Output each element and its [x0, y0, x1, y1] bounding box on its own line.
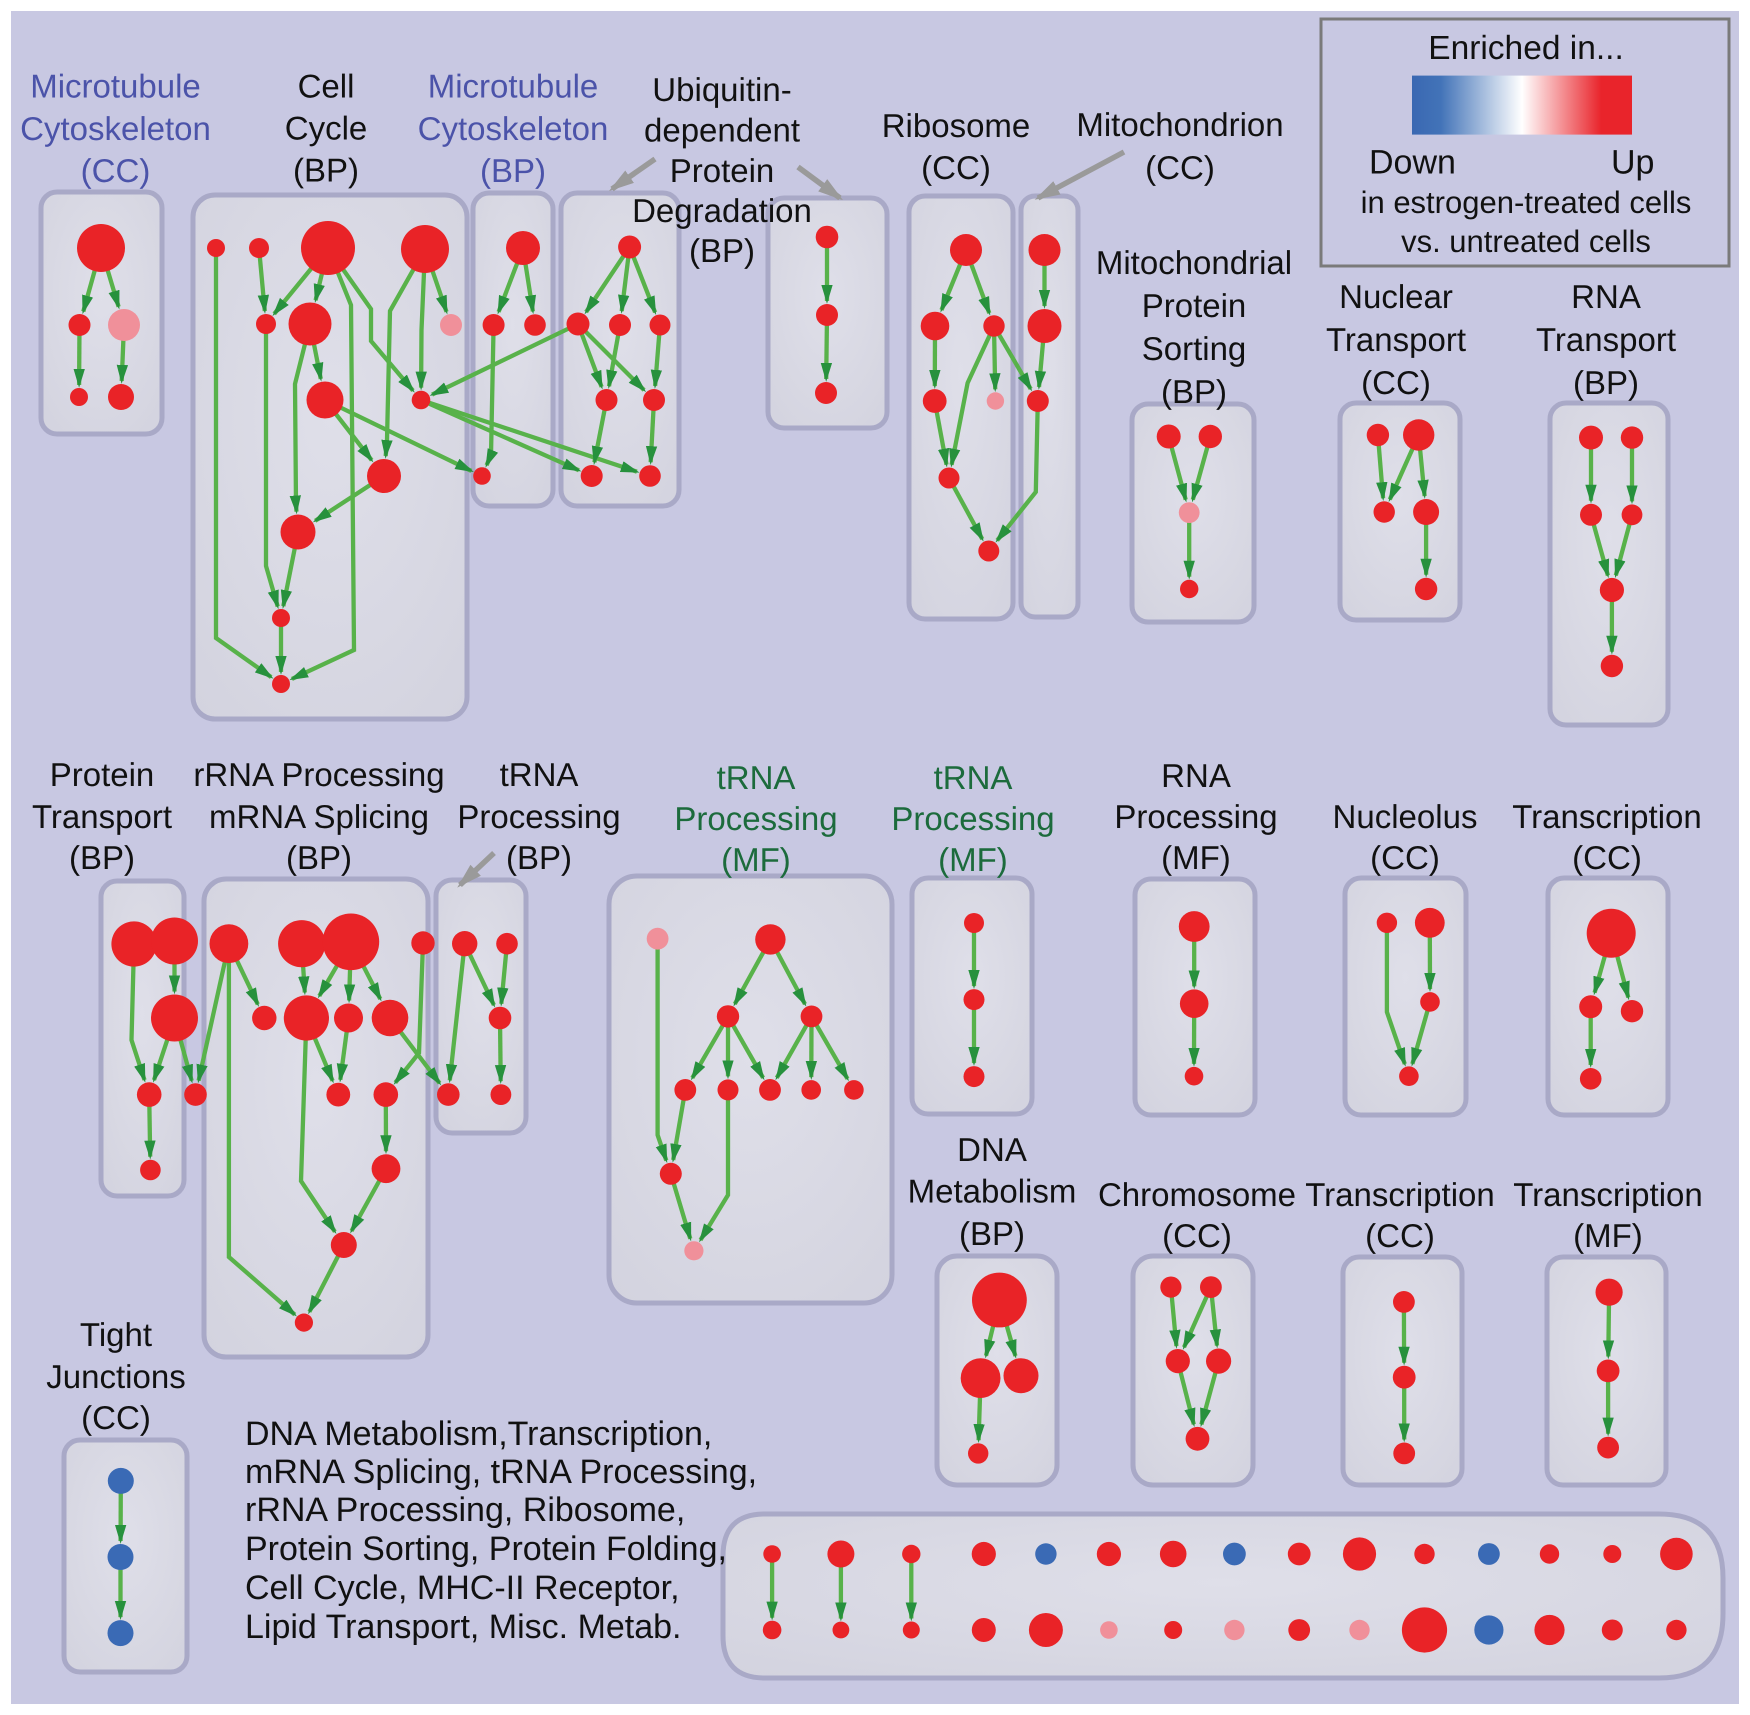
- svg-text:Ubiquitin-: Ubiquitin-: [652, 71, 791, 108]
- svg-text:Transcription: Transcription: [1305, 1176, 1495, 1213]
- svg-text:(CC): (CC): [81, 1399, 151, 1436]
- svg-text:Mitochondrion: Mitochondrion: [1076, 106, 1283, 143]
- svg-text:tRNA: tRNA: [500, 756, 579, 793]
- svg-text:(BP): (BP): [1161, 373, 1227, 410]
- svg-text:(CC): (CC): [1365, 1217, 1435, 1254]
- svg-text:Processing: Processing: [674, 800, 837, 837]
- svg-text:Nucleolus: Nucleolus: [1333, 798, 1478, 835]
- svg-text:Cytoskeleton: Cytoskeleton: [418, 110, 609, 147]
- svg-text:Protein: Protein: [1142, 287, 1247, 324]
- svg-text:Ribosome: Ribosome: [882, 107, 1031, 144]
- svg-text:Cell Cycle, MHC-II Receptor,: Cell Cycle, MHC-II Receptor,: [245, 1569, 680, 1607]
- svg-text:(MF): (MF): [721, 841, 791, 878]
- svg-text:Cytoskeleton: Cytoskeleton: [20, 110, 211, 147]
- svg-text:(CC): (CC): [81, 152, 151, 189]
- svg-text:DNA Metabolism,Transcription,: DNA Metabolism,Transcription,: [245, 1415, 712, 1453]
- svg-text:Processing: Processing: [891, 800, 1054, 837]
- svg-text:DNA: DNA: [957, 1131, 1027, 1168]
- svg-text:RNA: RNA: [1571, 278, 1641, 315]
- svg-text:Transport: Transport: [32, 798, 172, 835]
- svg-text:Protein: Protein: [670, 152, 775, 189]
- svg-text:(CC): (CC): [1572, 839, 1642, 876]
- svg-text:dependent: dependent: [644, 112, 800, 149]
- svg-text:(BP): (BP): [293, 152, 359, 189]
- svg-text:Cell: Cell: [298, 68, 355, 105]
- svg-text:in estrogen-treated cells: in estrogen-treated cells: [1361, 185, 1692, 220]
- svg-text:RNA: RNA: [1161, 757, 1231, 794]
- svg-text:(MF): (MF): [938, 841, 1008, 878]
- svg-text:Nuclear: Nuclear: [1339, 278, 1453, 315]
- svg-text:(BP): (BP): [959, 1215, 1025, 1252]
- svg-text:Mitochondrial: Mitochondrial: [1096, 244, 1292, 281]
- svg-text:Transcription: Transcription: [1512, 798, 1702, 835]
- svg-text:tRNA: tRNA: [717, 759, 796, 796]
- svg-text:(BP): (BP): [69, 839, 135, 876]
- svg-text:Processing: Processing: [457, 798, 620, 835]
- svg-text:Protein Sorting, Protein Foldi: Protein Sorting, Protein Folding,: [245, 1530, 727, 1568]
- svg-text:Enriched in...: Enriched in...: [1428, 30, 1624, 67]
- svg-text:tRNA: tRNA: [934, 759, 1013, 796]
- svg-text:Down: Down: [1369, 143, 1456, 181]
- svg-text:Microtubule: Microtubule: [428, 68, 599, 105]
- svg-text:Cycle: Cycle: [285, 110, 368, 147]
- svg-text:Transport: Transport: [1326, 321, 1466, 358]
- svg-text:rRNA Processing, Ribosome,: rRNA Processing, Ribosome,: [245, 1491, 685, 1529]
- svg-text:(CC): (CC): [1361, 364, 1431, 401]
- svg-text:(BP): (BP): [1573, 364, 1639, 401]
- svg-text:Up: Up: [1611, 143, 1654, 181]
- svg-text:Tight: Tight: [80, 1316, 152, 1353]
- svg-text:(BP): (BP): [506, 839, 572, 876]
- svg-text:(MF): (MF): [1161, 839, 1231, 876]
- svg-text:vs. untreated cells: vs. untreated cells: [1401, 224, 1651, 259]
- svg-text:(CC): (CC): [1370, 839, 1440, 876]
- svg-text:(CC): (CC): [921, 149, 991, 186]
- svg-text:Processing: Processing: [1114, 798, 1277, 835]
- svg-text:Transcription: Transcription: [1513, 1176, 1703, 1213]
- svg-text:mRNA Splicing, tRNA Processing: mRNA Splicing, tRNA Processing,: [245, 1453, 757, 1491]
- svg-text:Sorting: Sorting: [1142, 330, 1247, 367]
- svg-text:(MF): (MF): [1573, 1217, 1643, 1254]
- svg-text:(CC): (CC): [1145, 149, 1215, 186]
- svg-text:rRNA Processing: rRNA Processing: [193, 756, 444, 793]
- svg-text:mRNA Splicing: mRNA Splicing: [209, 798, 429, 835]
- svg-text:(BP): (BP): [286, 839, 352, 876]
- svg-text:(BP): (BP): [480, 152, 546, 189]
- svg-text:Transport: Transport: [1536, 321, 1676, 358]
- svg-text:(CC): (CC): [1162, 1217, 1232, 1254]
- svg-text:(BP): (BP): [689, 232, 755, 269]
- svg-text:Junctions: Junctions: [46, 1358, 185, 1395]
- svg-text:Chromosome: Chromosome: [1098, 1176, 1296, 1213]
- svg-text:Lipid Transport, Misc. Metab.: Lipid Transport, Misc. Metab.: [245, 1608, 682, 1646]
- svg-text:Degradation: Degradation: [632, 192, 812, 229]
- svg-text:Microtubule: Microtubule: [30, 68, 201, 105]
- svg-text:Metabolism: Metabolism: [908, 1173, 1077, 1210]
- svg-text:Protein: Protein: [50, 756, 155, 793]
